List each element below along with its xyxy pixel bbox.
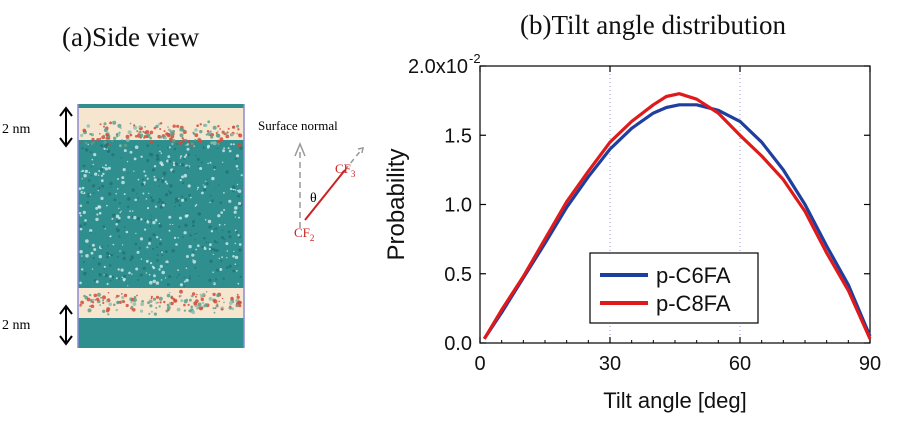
y-tick-label: 1.5 <box>444 125 472 147</box>
tilt-angle-schematic: Surface normal θ CF3 CF2 <box>258 118 364 243</box>
cf3-label: CF3 <box>335 161 356 179</box>
top-thickness-label: 2 nm <box>2 122 31 137</box>
y-tick-label: 1.0 <box>444 195 472 217</box>
membrane-cell <box>77 104 245 348</box>
x-tick-label: 90 <box>859 353 881 375</box>
axis-extension <box>344 148 363 171</box>
series-line-p-c8fa <box>482 92 872 340</box>
panel-b-title: (b)Tilt angle distribution <box>520 10 787 40</box>
top-thickness-marker: 2 nm <box>2 106 73 148</box>
cf2-label: CF2 <box>294 225 314 243</box>
legend-label-p-c6fa: p-C6FA <box>656 263 731 288</box>
x-tick-label: 60 <box>729 353 751 375</box>
x-tick-label: 30 <box>599 353 621 375</box>
side-view-illustration: 2 nm 2 nm Surface normal θ CF3 CF2 <box>2 104 364 348</box>
y-tick-label: 2.0x10 <box>408 56 468 78</box>
legend-box <box>589 252 759 324</box>
plot-frame <box>479 65 871 344</box>
y-tick-label: 0.5 <box>444 264 472 286</box>
x-tick-label: 0 <box>474 353 485 375</box>
surface-normal-label: Surface normal <box>258 118 338 133</box>
bottom-thickness-marker: 2 nm <box>2 304 73 346</box>
molecule-speckles <box>78 120 243 316</box>
legend-label-p-c8fa: p-C8FA <box>656 291 731 316</box>
molecular-axis-vector <box>304 169 346 221</box>
theta-label: θ <box>310 191 317 206</box>
y-tick-exponent: -2 <box>469 51 481 66</box>
x-axis-label: Tilt angle [deg] <box>603 388 747 413</box>
series-line-p-c6fa <box>482 103 872 340</box>
y-tick-label: 0.0 <box>444 333 472 355</box>
bottom-thickness-label: 2 nm <box>2 318 31 333</box>
panel-a-title: (a)Side view <box>62 22 200 52</box>
